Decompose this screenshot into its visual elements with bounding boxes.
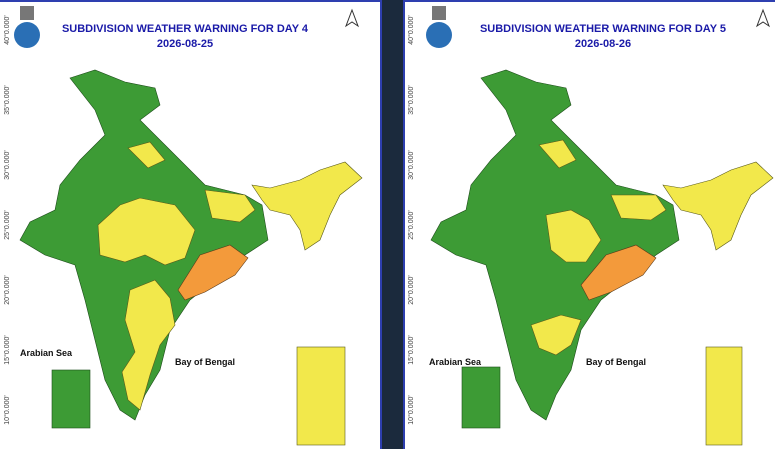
north-arrow bbox=[344, 8, 360, 28]
lakshadweep-box bbox=[51, 369, 91, 429]
lat-label: 30°0.000' bbox=[407, 150, 415, 179]
lat-label: 35°0.000' bbox=[407, 85, 415, 114]
logo bbox=[426, 6, 452, 48]
lat-label: 15°0.000' bbox=[3, 335, 11, 364]
lat-label: 40°0.000' bbox=[3, 15, 11, 44]
lat-label: 30°0.000' bbox=[3, 150, 11, 179]
lat-label: 20°0.000' bbox=[407, 275, 415, 304]
lat-label: 10°0.000' bbox=[407, 395, 415, 424]
sea-label: Bay of Bengal bbox=[175, 357, 235, 367]
map-title: SUBDIVISION WEATHER WARNING FOR DAY 5 bbox=[480, 23, 726, 35]
lat-label: 25°0.000' bbox=[407, 210, 415, 239]
andaman-box bbox=[705, 346, 743, 446]
lat-label: 35°0.000' bbox=[3, 85, 11, 114]
sea-label: Arabian Sea bbox=[20, 348, 73, 358]
india-map bbox=[19, 69, 363, 421]
lakshadweep-box bbox=[461, 366, 501, 429]
lat-label: 20°0.000' bbox=[3, 275, 11, 304]
sea-label: Arabian Sea bbox=[429, 357, 482, 367]
map-date: 2026-08-26 bbox=[575, 38, 631, 50]
logo bbox=[14, 6, 40, 48]
north-arrow bbox=[755, 8, 771, 28]
lat-labels: 40°0.000' 35°0.000' 30°0.000' 25°0.000' … bbox=[3, 15, 11, 424]
map-title: SUBDIVISION WEATHER WARNING FOR DAY 4 bbox=[62, 23, 309, 35]
sea-label: Bay of Bengal bbox=[586, 357, 646, 367]
andaman-box bbox=[296, 346, 346, 446]
lat-label: 10°0.000' bbox=[3, 395, 11, 424]
lat-label: 40°0.000' bbox=[407, 15, 415, 44]
lat-label: 15°0.000' bbox=[407, 335, 415, 364]
india-map bbox=[430, 69, 774, 421]
map-date: 2026-08-25 bbox=[157, 38, 213, 50]
panel: SUBDIVISION WEATHER WARNING FOR DAY 4 20… bbox=[0, 0, 382, 449]
lat-labels: 40°0.000' 35°0.000' 30°0.000' 25°0.000' … bbox=[407, 15, 415, 424]
panel: SUBDIVISION WEATHER WARNING FOR DAY 5 20… bbox=[403, 0, 775, 449]
lat-label: 25°0.000' bbox=[3, 210, 11, 239]
